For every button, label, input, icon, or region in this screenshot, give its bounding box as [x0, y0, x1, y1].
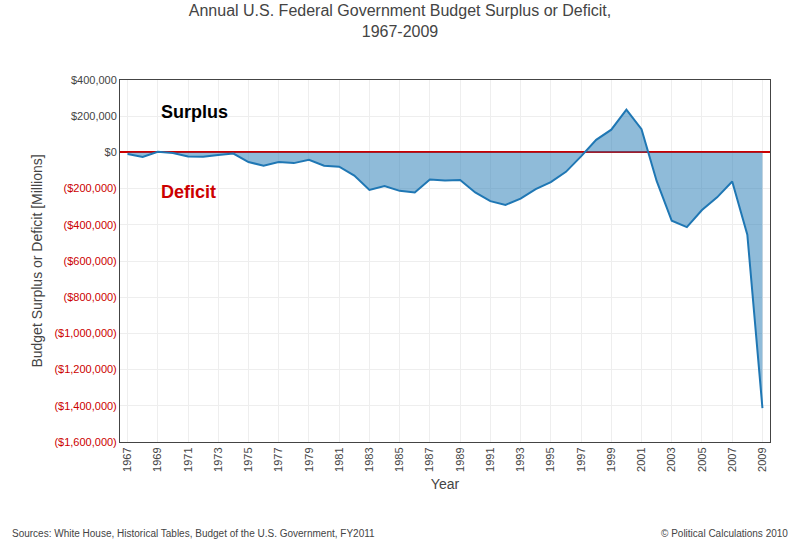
svg-text:($1,400,000): ($1,400,000) — [54, 400, 116, 412]
svg-text:2005: 2005 — [696, 447, 708, 471]
svg-text:1981: 1981 — [333, 447, 345, 471]
svg-text:Year: Year — [431, 476, 460, 492]
svg-text:($400,000): ($400,000) — [64, 219, 117, 231]
svg-text:© Political Calculations 2010: © Political Calculations 2010 — [661, 528, 788, 539]
svg-text:($1,000,000): ($1,000,000) — [54, 327, 116, 339]
svg-text:($200,000): ($200,000) — [64, 182, 117, 194]
svg-text:1979: 1979 — [303, 447, 315, 471]
svg-text:Annual U.S. Federal Government: Annual U.S. Federal Government Budget Su… — [189, 2, 611, 40]
svg-text:Deficit: Deficit — [161, 182, 216, 202]
svg-text:1989: 1989 — [454, 447, 466, 471]
svg-text:1973: 1973 — [212, 447, 224, 471]
svg-text:1975: 1975 — [242, 447, 254, 471]
svg-text:2009: 2009 — [756, 447, 768, 471]
svg-text:1995: 1995 — [544, 447, 556, 471]
svg-text:($1,200,000): ($1,200,000) — [54, 363, 116, 375]
svg-text:2001: 2001 — [635, 447, 647, 471]
svg-text:1983: 1983 — [363, 447, 375, 471]
svg-text:1991: 1991 — [484, 447, 496, 471]
svg-text:($800,000): ($800,000) — [64, 291, 117, 303]
svg-text:1967: 1967 — [121, 447, 133, 471]
svg-text:($1,600,000): ($1,600,000) — [54, 436, 116, 448]
svg-text:2003: 2003 — [665, 447, 677, 471]
svg-text:2007: 2007 — [726, 447, 738, 471]
svg-text:1985: 1985 — [393, 447, 405, 471]
svg-text:1969: 1969 — [151, 447, 163, 471]
svg-text:$400,000: $400,000 — [71, 74, 117, 86]
svg-text:1999: 1999 — [605, 447, 617, 471]
svg-text:$200,000: $200,000 — [71, 110, 117, 122]
svg-text:1971: 1971 — [182, 447, 194, 471]
svg-text:1977: 1977 — [272, 447, 284, 471]
svg-text:Sources: White House, Historic: Sources: White House, Historical Tables,… — [12, 528, 375, 539]
svg-text:$0: $0 — [105, 146, 117, 158]
svg-text:Budget Surplus or Deficit [Mil: Budget Surplus or Deficit [Millions] — [29, 154, 45, 367]
svg-text:1997: 1997 — [575, 447, 587, 471]
svg-text:Surplus: Surplus — [161, 102, 228, 122]
svg-text:($600,000): ($600,000) — [64, 255, 117, 267]
svg-text:1993: 1993 — [514, 447, 526, 471]
svg-text:1987: 1987 — [423, 447, 435, 471]
